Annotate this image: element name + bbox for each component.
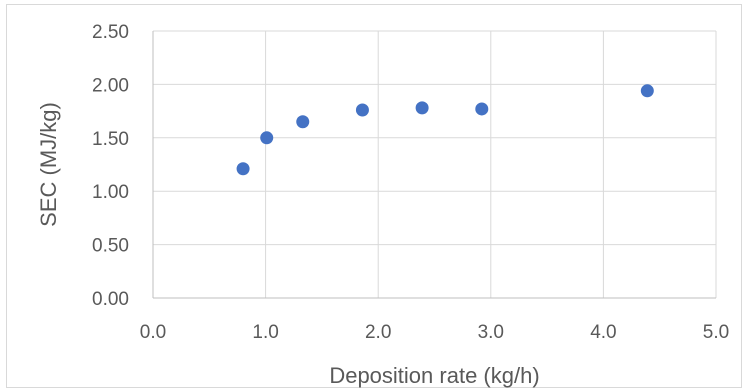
data-point [355, 103, 369, 117]
y-tick-label: 1.50 [92, 129, 129, 150]
x-tick-label: 2.0 [365, 322, 391, 343]
y-tick-label: 2.50 [92, 22, 129, 43]
data-point [236, 162, 250, 176]
y-tick-label: 0.50 [92, 236, 129, 257]
y-tick-labels: 0.00 0.50 1.00 1.50 2.00 2.50 [92, 22, 129, 310]
y-tick-label: 2.00 [92, 75, 129, 96]
y-tick-label: 1.00 [92, 182, 129, 203]
data-point [260, 131, 274, 145]
data-point [296, 115, 310, 129]
gridlines [153, 30, 717, 298]
axes [152, 31, 716, 299]
data-point [640, 84, 654, 98]
chart-area [6, 4, 742, 388]
x-tick-labels: 0.0 1.0 2.0 3.0 4.0 5.0 [140, 322, 729, 343]
y-axis-title: SEC (MJ/kg) [36, 102, 61, 227]
data-point [415, 101, 429, 115]
y-tick-label: 0.00 [92, 289, 129, 310]
x-tick-label: 3.0 [478, 322, 504, 343]
data-points [236, 84, 654, 176]
x-tick-label: 5.0 [703, 322, 729, 343]
x-axis-title: Deposition rate (kg/h) [329, 363, 539, 388]
x-tick-label: 4.0 [590, 322, 616, 343]
data-point [475, 102, 489, 116]
x-tick-label: 0.0 [140, 322, 166, 343]
x-tick-label: 1.0 [252, 322, 278, 343]
